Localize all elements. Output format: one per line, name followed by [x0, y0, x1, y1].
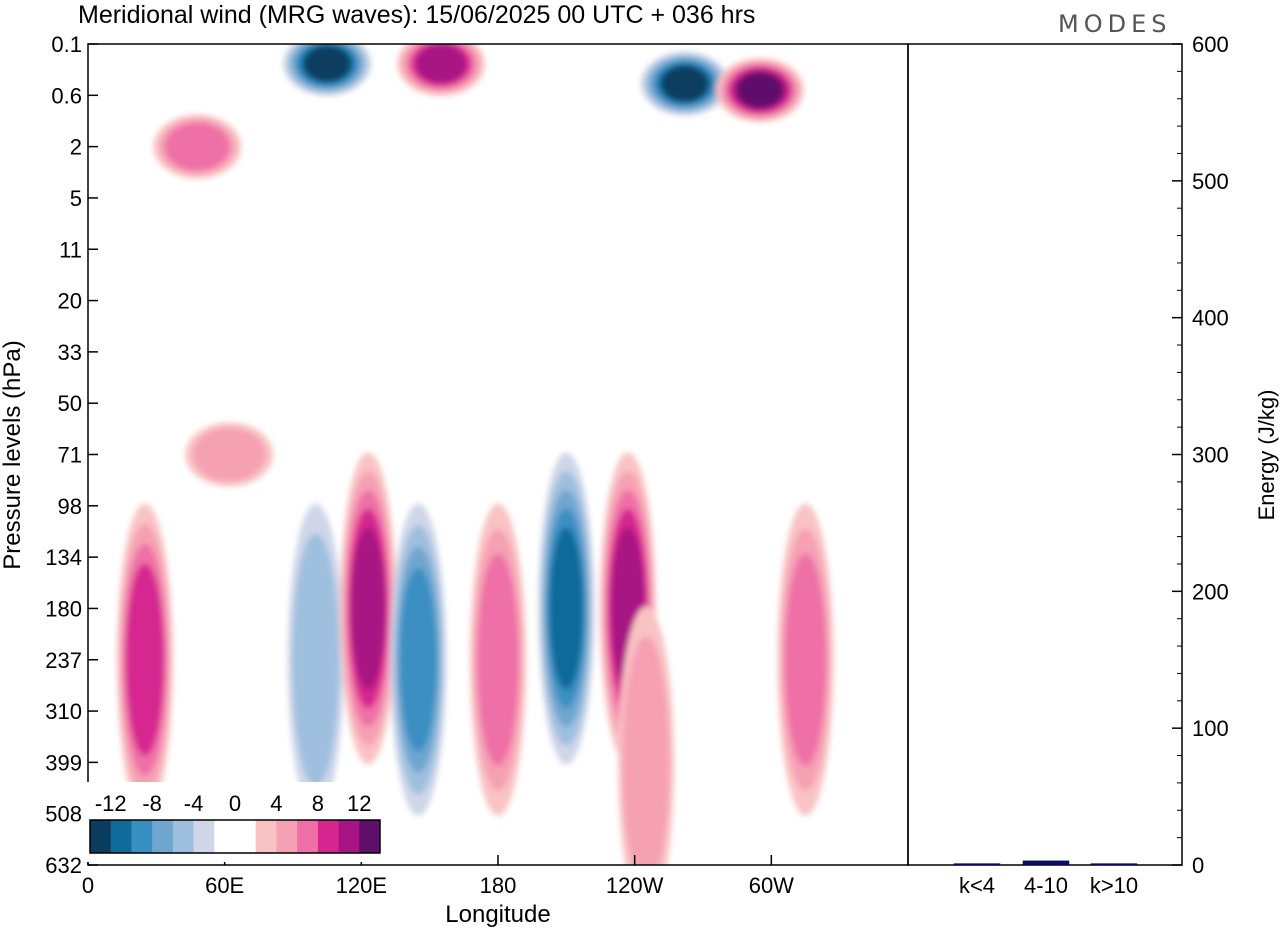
energy-tick-label: 500 [1192, 169, 1229, 194]
y-axis-label: Pressure levels (hPa) [0, 340, 26, 569]
energy-tick-label: 100 [1192, 716, 1229, 741]
pressure-tick-label: 50 [58, 391, 82, 416]
colorbar-swatch [317, 820, 340, 853]
contour-blob-2-6 [192, 427, 266, 482]
energy-tick-label: 0 [1192, 853, 1204, 878]
pressure-tick-label: 310 [45, 699, 82, 724]
colorbar-swatch [359, 820, 381, 853]
longitude-tick-label: 180 [480, 873, 517, 898]
energy-bar [1022, 860, 1070, 866]
pressure-tick-label: 134 [45, 545, 82, 570]
wind-field [116, 44, 834, 865]
energy-category-label: 4-10 [1024, 873, 1068, 898]
colorbar-swatch [110, 820, 132, 853]
contour-blob-0-10 [125, 563, 165, 756]
chart-title: Meridional wind (MRG waves): 15/06/2025 … [78, 1, 755, 29]
pressure-tick-label: 399 [45, 750, 82, 775]
colorbar-label: -8 [142, 791, 162, 816]
pressure-tick-label: 2 [70, 135, 82, 160]
contour-blob-8-14 [304, 46, 351, 82]
energy-bars: k<4 4-10 k>10 [953, 860, 1138, 898]
energy-category-label: k<4 [959, 873, 995, 898]
pressure-axis: 0.1 0.6 2 5 11 20 33 50 71 98 134 180 237 310 399 508 63… [45, 32, 98, 878]
colorbar-label: 4 [270, 791, 282, 816]
colorbar-swatch [214, 820, 236, 853]
pressure-tick-label: 237 [45, 648, 82, 673]
longitude-tick-label: 120E [336, 873, 387, 898]
x-axis-label: Longitude [445, 901, 550, 928]
energy-bar [953, 863, 1001, 866]
energy-tick-label: 200 [1192, 579, 1229, 604]
pressure-tick-label: 98 [58, 494, 82, 519]
energy-frame [907, 43, 1183, 866]
colorbar-label: -12 [95, 791, 127, 816]
energy-bar [1090, 863, 1138, 866]
longitude-tick-label: 0 [82, 873, 94, 898]
colorbar-label: 8 [312, 791, 324, 816]
contour-blob-11-6 [622, 636, 670, 865]
pressure-tick-label: 180 [45, 596, 82, 621]
colorbar-label: 0 [229, 791, 241, 816]
contour-blob-7-12 [416, 44, 467, 83]
contour-blob-3-6 [292, 533, 340, 786]
contour-blob-13-14 [737, 72, 783, 108]
energy-category-label: k>10 [1090, 873, 1138, 898]
pressure-tick-label: 71 [58, 443, 82, 468]
pressure-tick-label: 0.6 [51, 83, 82, 108]
colorbar-label: -4 [184, 791, 204, 816]
energy-tick-label: 600 [1192, 32, 1229, 57]
contour-blob-14-8 [784, 553, 827, 766]
contour-blob-9-12 [549, 527, 584, 690]
energy-axis-label: Energy (J/kg) [1254, 390, 1279, 521]
pressure-tick-label: 0.1 [51, 32, 82, 57]
energy-tick-label: 300 [1192, 443, 1229, 468]
contour-blob-12-14 [661, 66, 708, 102]
colorbar-swatch [152, 820, 174, 853]
colorbar-swatch [193, 820, 215, 853]
pressure-tick-label: 508 [45, 802, 82, 827]
longitude-tick-label: 60E [205, 873, 244, 898]
pressure-tick-label: 33 [58, 340, 82, 365]
pressure-tick-label: 11 [59, 237, 82, 262]
colorbar-swatch [235, 820, 257, 853]
colorbar-swatch [297, 820, 319, 853]
contour-blob-1-8 [165, 122, 230, 171]
longitude-tick-label: 60W [749, 873, 794, 898]
energy-tick-label: 400 [1192, 306, 1229, 331]
energy-axis: 0 100 200 300 400 500 600 [1172, 32, 1229, 878]
pressure-tick-label: 5 [70, 186, 82, 211]
contour-blob-6-8 [477, 553, 519, 766]
longitude-tick-label: 120W [606, 873, 664, 898]
colorbar-swatch [131, 820, 153, 853]
modes-logo: MODES [1058, 10, 1171, 38]
colorbar-swatch [255, 820, 277, 853]
colorbar-swatch [90, 820, 112, 853]
colorbar: -12 -8 -4 0 4 8 12 [86, 782, 384, 862]
contour-blob-5-10 [399, 568, 437, 752]
pressure-tick-label: 20 [58, 289, 82, 314]
colorbar-swatch [338, 820, 360, 853]
pressure-tick-label: 632 [45, 853, 82, 878]
colorbar-swatch [276, 820, 298, 853]
contour-blob-4-12 [351, 527, 386, 690]
colorbar-frame [89, 819, 381, 854]
colorbar-label: 12 [347, 791, 371, 816]
colorbar-swatch [172, 820, 195, 853]
